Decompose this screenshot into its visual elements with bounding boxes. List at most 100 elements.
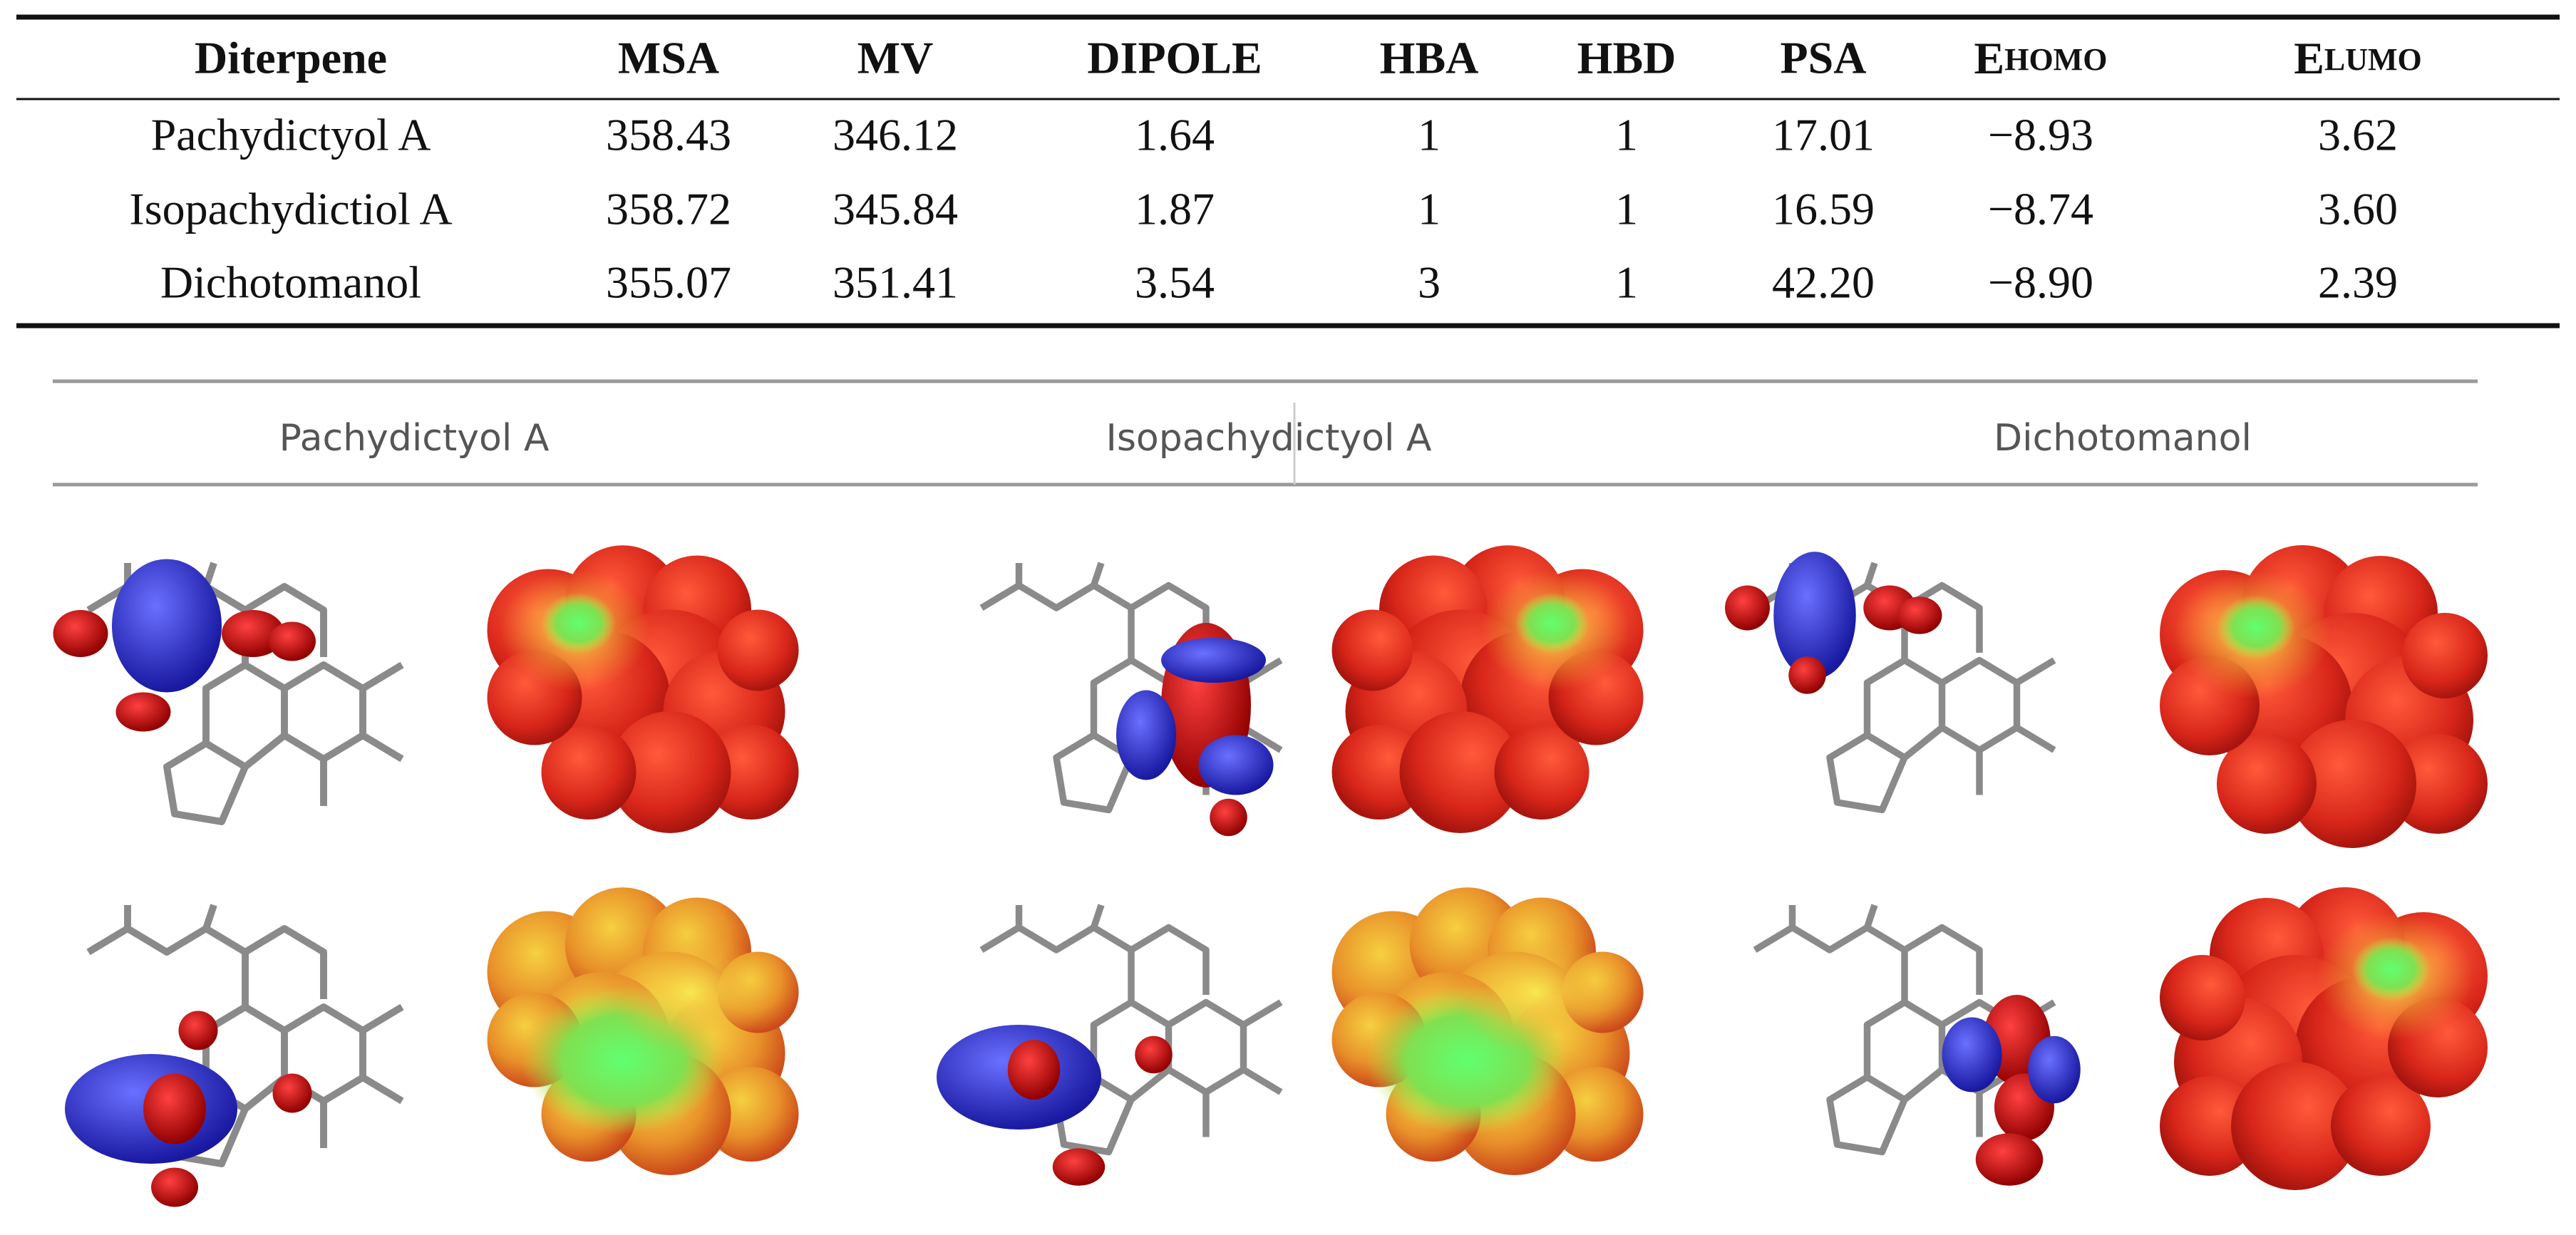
column-header: PSA [1781,33,1867,83]
column-header: HBA [1380,33,1479,83]
table-cell: −8.74 [1988,184,2093,234]
mep-surface [2160,887,2488,1190]
surface-blob [1331,609,1413,691]
orbital-lobe [1975,1133,2044,1186]
table-cell: 346.12 [833,110,958,160]
table-cell: 1.64 [1135,110,1215,160]
orbital-lobe [1007,1040,1061,1100]
table-cell: 3.60 [2318,184,2398,234]
table-cell: 355.07 [606,257,731,308]
molecule-orbital [1725,552,2056,814]
panel-label: Isopachydictyol A [1106,417,1431,460]
molecule-orbital [53,559,404,825]
orbital-lobe [1897,596,1942,634]
table-cell: 358.43 [606,110,731,160]
column-header: MSA [618,33,719,83]
molecule-orbital [937,904,1283,1186]
orbital-lobe [1052,1148,1106,1186]
orbital-lobe [269,621,316,661]
column-header: ELUMO [2294,33,2422,83]
header-main: E [1974,33,2005,83]
surface-blob [1548,1067,1644,1162]
header-subscript: HOMO [2004,42,2107,77]
surface-blob [1399,711,1522,833]
row-label: Dichotomanol [160,257,421,308]
surface-patch [609,931,772,1053]
orbital-lobe [178,1011,218,1050]
surface-blob [1331,725,1427,820]
surface-patch [2352,937,2431,1001]
column-header: DIPOLE [1087,33,1262,83]
table-cell: 16.59 [1772,184,1875,234]
panel-label: Pachydictyol A [279,417,550,460]
table-cell: 1.87 [1135,184,1215,234]
table-cell: 1 [1615,257,1638,308]
panel-label: Dichotomanol [1994,417,2252,460]
orbital-lobe [151,1167,198,1207]
surface-blob [717,609,799,691]
orbital-lobe [2028,1035,2081,1104]
orbital-lobe [1773,552,1856,679]
surface-blob [2331,1076,2431,1176]
surface-blob [2231,1062,2359,1190]
surface-patch [541,592,616,654]
table-cell: 1 [1418,184,1441,234]
surface-blob [2288,720,2416,848]
table-cell: 1 [1615,110,1638,160]
orbital-lobe [1198,735,1274,795]
surface-blob [2388,734,2488,834]
surface-blob [609,711,731,833]
column-header: EHOMO [1974,33,2108,83]
orbital-lobe [53,610,108,657]
orbital-lobe [1135,1035,1173,1074]
header-subscript: LUMO [2324,42,2422,77]
surface-patch [1453,931,1617,1053]
mep-surface [1331,545,1644,833]
table-cell: 3 [1418,257,1441,308]
header-main: E [2294,33,2324,83]
table-cell: 3.54 [1135,257,1215,308]
table-cell: 42.20 [1772,257,1875,308]
table-cell: 345.84 [833,184,958,234]
table-cell: −8.90 [1988,257,2093,308]
table-cell: 2.39 [2318,257,2398,308]
mep-surface [2160,545,2488,848]
surface-patch [1515,592,1590,654]
orbital-lobe [143,1073,206,1144]
molecule-orbital [1753,904,2081,1186]
orbital-lobe [115,692,171,732]
mep-surface [487,887,799,1175]
molecule-skeleton [86,562,404,825]
table-cell: 1 [1418,110,1441,160]
surface-blob [704,725,799,820]
row-label: Pachydictyol A [151,110,431,160]
surface-blob [1494,725,1590,820]
column-header: HBD [1577,33,1676,83]
surface-blob [2217,734,2317,834]
orbital-lobe [1161,638,1266,683]
surface-blob [541,725,637,820]
table-cell: −8.93 [1988,110,2093,160]
table-cell: 358.72 [606,184,731,234]
surface-blob [2160,1076,2260,1176]
surface-blob [704,1067,799,1162]
table-cell: 351.41 [833,257,958,308]
molecule-orbital [979,562,1283,837]
row-label: Isopachydictiol A [129,184,452,234]
column-header: MV [857,33,934,83]
orbital-lobe [1725,585,1770,631]
orbital-lobe [222,610,284,657]
molecule-orbital [65,904,404,1207]
table-cell: 17.01 [1772,110,1875,160]
surface-blob [2160,955,2245,1040]
orbital-lobe [1788,656,1826,694]
table-cell: 1 [1615,184,1638,234]
orbital-lobe [1942,1017,2002,1092]
surface-patch [2217,595,2295,659]
mep-surface [1331,887,1644,1175]
mep-surface [487,545,799,833]
orbital-lobe [1210,798,1247,837]
orbital-lobe [1116,690,1176,780]
surface-blob [2402,613,2488,698]
